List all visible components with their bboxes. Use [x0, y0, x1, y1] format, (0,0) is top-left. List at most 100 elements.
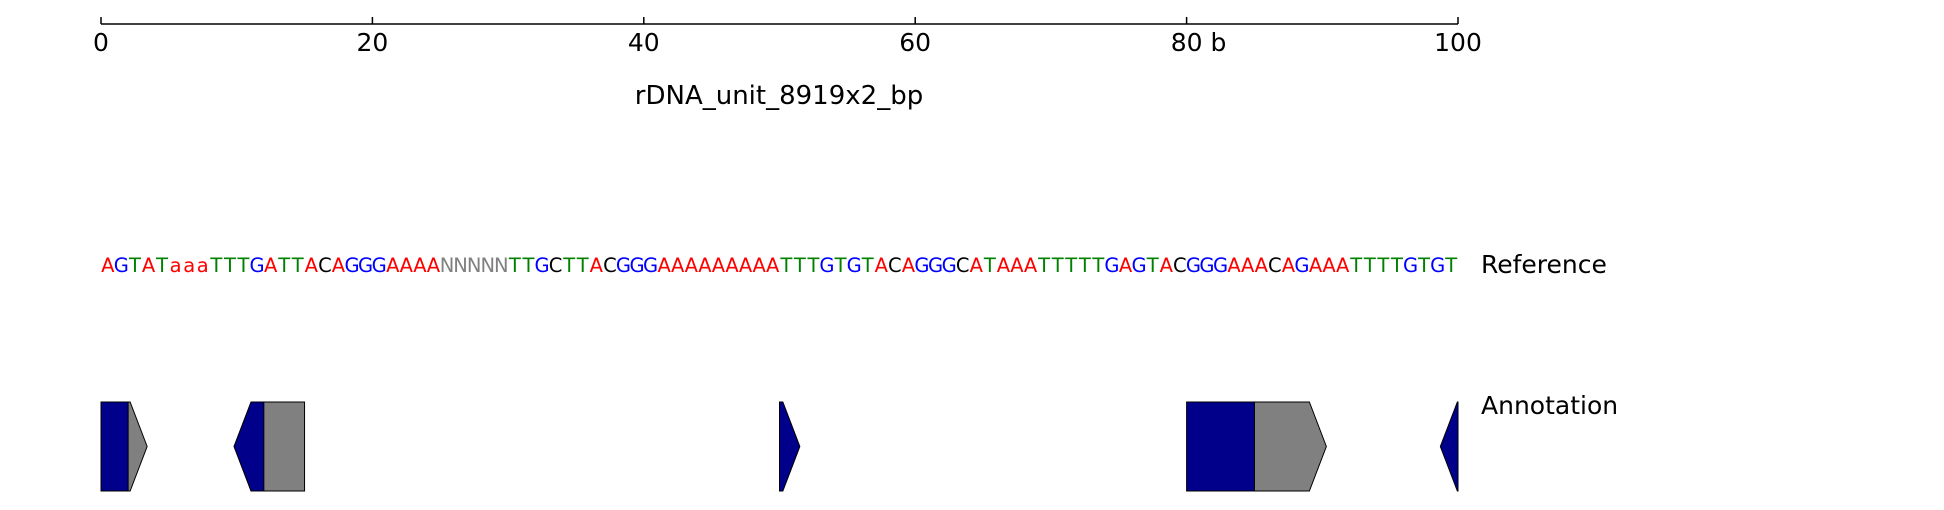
reference-base: A: [1160, 254, 1174, 277]
reference-base: T: [277, 254, 290, 277]
reference-base: T: [1444, 254, 1457, 277]
axis-tick-label: 20: [356, 28, 388, 57]
annotation-feature: [234, 402, 264, 491]
axis-tick-label: 80 b: [1171, 28, 1227, 57]
reference-base: a: [197, 254, 209, 277]
reference-base: A: [1322, 254, 1336, 277]
reference-base: T: [155, 254, 168, 277]
reference-base: a: [183, 254, 195, 277]
reference-base: G: [1294, 254, 1309, 277]
annotation-feature: [101, 402, 128, 491]
annotation-track-label: Annotation: [1481, 391, 1618, 420]
reference-base: A: [590, 254, 604, 277]
reference-base: C: [888, 254, 902, 277]
axis-tick-label: 0: [93, 28, 109, 57]
reference-base: T: [1146, 254, 1159, 277]
reference-base: G: [372, 254, 387, 277]
position-axis: 0 20 40 60 80 b 100: [93, 17, 1482, 57]
reference-base: A: [1024, 254, 1038, 277]
reference-base: A: [400, 254, 414, 277]
reference-base: A: [1010, 254, 1024, 277]
reference-base: A: [766, 254, 780, 277]
reference-base: N: [440, 254, 455, 277]
annotation-feature: [1440, 402, 1458, 491]
annotation-feature: [128, 402, 147, 491]
reference-base: T: [1037, 254, 1050, 277]
reference-base: T: [806, 254, 819, 277]
reference-base: C: [1173, 254, 1187, 277]
reference-base: A: [970, 254, 984, 277]
axis-tick-label: 100: [1434, 28, 1482, 57]
reference-base: T: [128, 254, 141, 277]
axis-tick-label: 40: [628, 28, 660, 57]
reference-base: C: [549, 254, 563, 277]
reference-base: A: [712, 254, 726, 277]
reference-track-label: Reference: [1481, 250, 1607, 279]
reference-base: C: [603, 254, 617, 277]
reference-base: G: [1403, 254, 1418, 277]
annotation-feature: [1254, 402, 1326, 491]
reference-base: A: [671, 254, 685, 277]
reference-base: N: [453, 254, 468, 277]
reference-base: A: [1309, 254, 1323, 277]
reference-base: T: [1051, 254, 1064, 277]
reference-base: G: [942, 254, 957, 277]
reference-base: A: [1336, 254, 1350, 277]
reference-base: A: [264, 254, 278, 277]
reference-base: C: [1268, 254, 1282, 277]
reference-base: A: [875, 254, 889, 277]
reference-base: G: [534, 254, 549, 277]
reference-base: A: [386, 254, 400, 277]
reference-base: N: [480, 254, 495, 277]
reference-base: T: [779, 254, 792, 277]
reference-base: T: [1078, 254, 1091, 277]
reference-base: A: [142, 254, 156, 277]
reference-base: T: [861, 254, 874, 277]
reference-base: T: [291, 254, 304, 277]
annotation-feature: [780, 402, 800, 491]
reference-base: C: [318, 254, 332, 277]
reference-base: A: [1255, 254, 1269, 277]
reference-base: A: [725, 254, 739, 277]
reference-base: G: [819, 254, 834, 277]
reference-base: T: [223, 254, 236, 277]
reference-base: A: [413, 254, 427, 277]
sequence-title: rDNA_unit_8919x2_bp: [635, 81, 923, 111]
reference-base: T: [562, 254, 575, 277]
reference-base: G: [249, 254, 264, 277]
reference-base: G: [114, 254, 129, 277]
reference-base: T: [508, 254, 521, 277]
reference-base: A: [739, 254, 753, 277]
reference-base: T: [1376, 254, 1389, 277]
reference-base: a: [170, 254, 182, 277]
reference-base: T: [1417, 254, 1430, 277]
annotation-track: [101, 402, 1458, 491]
reference-base: A: [305, 254, 319, 277]
reference-base: T: [237, 254, 250, 277]
reference-base: A: [685, 254, 699, 277]
reference-base: T: [1091, 254, 1104, 277]
reference-base: G: [1430, 254, 1445, 277]
annotation-feature: [264, 402, 305, 491]
reference-base: N: [494, 254, 509, 277]
reference-base: T: [1363, 254, 1376, 277]
reference-base: T: [521, 254, 534, 277]
reference-base: T: [1390, 254, 1403, 277]
axis-tick-label: 60: [899, 28, 931, 57]
reference-base: G: [847, 254, 862, 277]
reference-base: G: [1132, 254, 1147, 277]
reference-base: N: [467, 254, 482, 277]
reference-base: A: [427, 254, 441, 277]
reference-base: T: [1349, 254, 1362, 277]
reference-base: C: [956, 254, 970, 277]
reference-base: A: [1241, 254, 1255, 277]
reference-base: T: [1064, 254, 1077, 277]
reference-base: T: [834, 254, 847, 277]
reference-base: A: [1227, 254, 1241, 277]
reference-base: A: [997, 254, 1011, 277]
reference-base: T: [793, 254, 806, 277]
reference-base: A: [752, 254, 766, 277]
reference-base: G: [1104, 254, 1119, 277]
